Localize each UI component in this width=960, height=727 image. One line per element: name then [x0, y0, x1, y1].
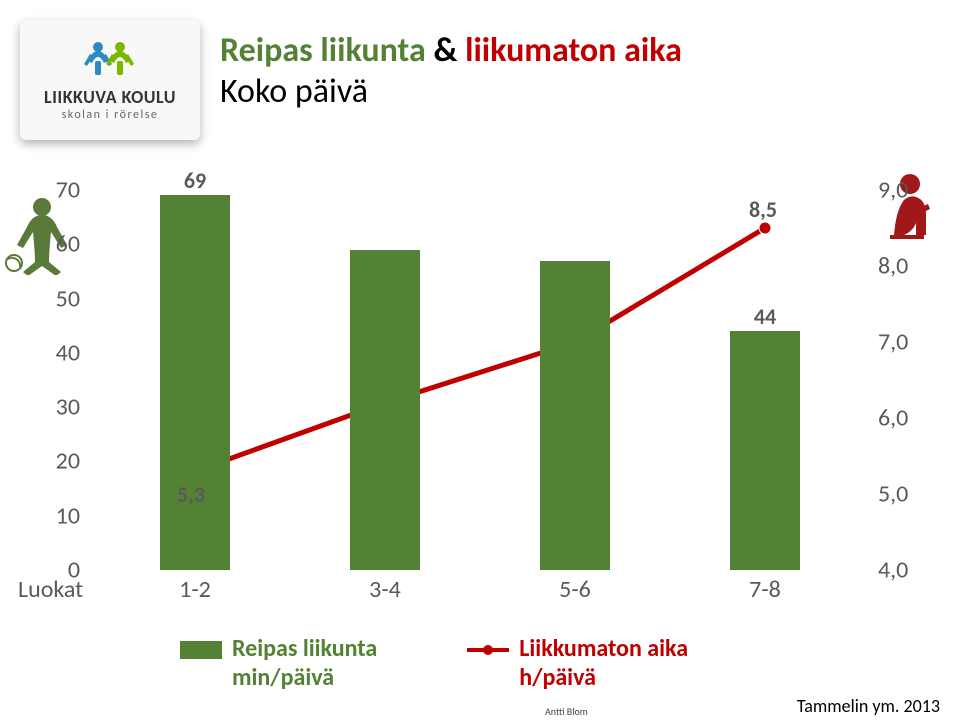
category-label: 1-2: [179, 575, 211, 604]
title-amp: &: [433, 30, 457, 71]
legend-text: Liikkumaton aikah/päivä: [519, 635, 688, 693]
y-axis-right: 4,05,06,07,08,09,0: [870, 190, 940, 570]
y-left-tick: 30: [30, 393, 80, 422]
y-left-tick: 50: [30, 284, 80, 313]
category-axis-title: Luokat: [18, 575, 83, 604]
y-left-tick: 20: [30, 447, 80, 476]
bar: [350, 250, 420, 570]
logo-figure-icon: [80, 39, 140, 84]
y-axis-left: 010203040506070: [40, 190, 90, 570]
bar: 44: [730, 331, 800, 570]
legend-swatch-bar-icon: [180, 641, 222, 659]
bar: 69: [160, 195, 230, 570]
author-label: Antti Blom: [545, 705, 588, 718]
logo-primary-text: LIIKKUVA KOULU: [44, 86, 176, 108]
legend-item: Reipas liikuntamin/päivä: [180, 635, 377, 693]
title-part1: Reipas liikunta: [220, 30, 426, 71]
title-subtitle: Koko päivä: [220, 71, 682, 112]
bar: [540, 261, 610, 570]
legend-text: Reipas liikuntamin/päivä: [232, 635, 377, 693]
y-left-tick: 10: [30, 501, 80, 530]
category-label: 3-4: [369, 575, 401, 604]
slide-title: Reipas liikunta & liikumaton aika Koko p…: [220, 30, 682, 112]
y-left-tick: 60: [30, 230, 80, 259]
bar-value-label: 44: [730, 303, 800, 330]
source-label: Tammelin ym. 2013: [797, 695, 940, 717]
category-label: 7-8: [749, 575, 781, 604]
bar-value-label: 69: [160, 167, 230, 194]
logo-figures: [80, 39, 140, 84]
legend-item: Liikkumaton aikah/päivä: [467, 635, 688, 693]
y-right-tick: 7,0: [878, 328, 908, 357]
y-right-tick: 8,0: [878, 252, 908, 281]
slide: LIIKKUVA KOULU skolan i rörelse Reipas l…: [0, 0, 960, 727]
legend: Reipas liikuntamin/päivä Liikkumaton aika…: [180, 635, 688, 693]
category-label: 5-6: [559, 575, 591, 604]
y-right-tick: 4,0: [878, 556, 908, 585]
legend-swatch-line-icon: [467, 641, 509, 659]
y-left-tick: 70: [30, 176, 80, 205]
y-right-tick: 9,0: [878, 176, 908, 205]
chart: 010203040506070 69 44 5,3 8,5 4,0 5,0 6,0 7,0 8…: [0, 180, 960, 680]
line-value-label: 8,5: [749, 196, 777, 223]
line-value-label: 5,3: [177, 481, 205, 508]
y-right-tick: 5,0: [878, 480, 908, 509]
plot-area: 69 44 5,3 8,5: [100, 190, 860, 570]
y-right-tick: 6,0: [878, 404, 908, 433]
logo-badge: LIIKKUVA KOULU skolan i rörelse: [20, 20, 200, 140]
title-part2: liikumaton aika: [465, 30, 682, 71]
logo-secondary-text: skolan i rörelse: [62, 108, 159, 122]
y-left-tick: 40: [30, 338, 80, 367]
